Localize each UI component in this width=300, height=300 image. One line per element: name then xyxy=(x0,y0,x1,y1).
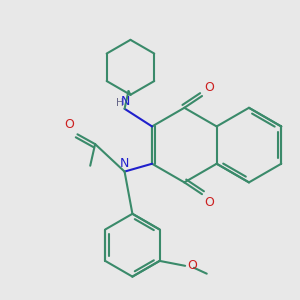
Text: O: O xyxy=(187,259,197,272)
Text: H: H xyxy=(116,98,124,108)
Text: N: N xyxy=(121,95,130,108)
Text: O: O xyxy=(64,118,74,131)
Text: O: O xyxy=(204,196,214,209)
Text: O: O xyxy=(204,81,214,94)
Text: N: N xyxy=(120,157,129,169)
